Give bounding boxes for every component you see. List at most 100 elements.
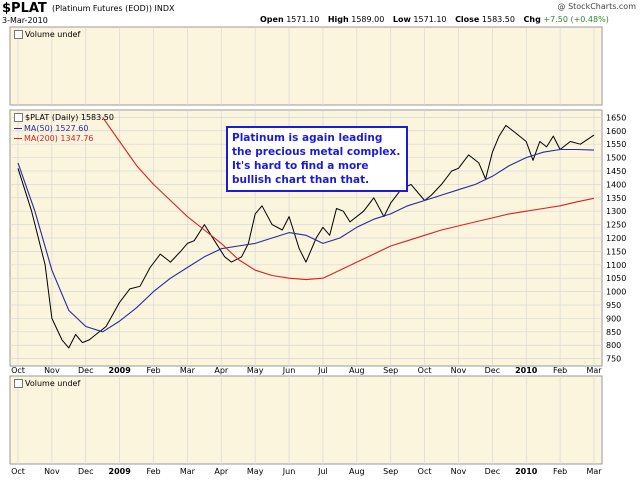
close-value: 1583.50 bbox=[481, 15, 515, 24]
legend-ma200: MA(200) 1347.76 bbox=[14, 134, 94, 143]
x-tick-label: Sep bbox=[383, 366, 398, 375]
y-tick-label: 1200 bbox=[606, 234, 626, 243]
chg-value: +7.50 (+0.48%) bbox=[543, 15, 609, 24]
x-tick-label: 2010 bbox=[515, 366, 538, 375]
close-label: Close bbox=[455, 15, 480, 24]
y-tick-label: 950 bbox=[606, 301, 621, 310]
legend-ma50-text: MA(50) 1527.60 bbox=[24, 124, 89, 133]
y-axis-ticks: 750 800 850 900 950 1000 1050 1100 1150 1200 1250 1… bbox=[606, 113, 626, 363]
x-tick-label: Oct bbox=[11, 467, 25, 476]
x-tick-label: Mar bbox=[586, 366, 602, 375]
x-tick-label: Aug bbox=[349, 366, 365, 375]
low-value: 1571.10 bbox=[413, 15, 447, 24]
x-tick-label: Jul bbox=[317, 366, 328, 375]
x-tick-label: Jul bbox=[317, 467, 328, 476]
y-tick-label: 900 bbox=[606, 314, 621, 323]
high-label: High bbox=[327, 15, 349, 24]
low-label: Low bbox=[392, 15, 411, 24]
y-tick-label: 1400 bbox=[606, 180, 626, 189]
annotation-line: bullish chart than that. bbox=[232, 174, 370, 186]
y-tick-label: 800 bbox=[606, 341, 621, 350]
chart-date: 3-Mar-2010 bbox=[2, 16, 48, 25]
x-tick-label: Dec bbox=[485, 366, 500, 375]
x-tick-label: Oct bbox=[11, 366, 25, 375]
grid-lines bbox=[10, 27, 602, 464]
y-tick-label: 1150 bbox=[606, 247, 626, 256]
high-value: 1589.00 bbox=[351, 15, 385, 24]
x-tick-label: Feb bbox=[146, 366, 160, 375]
x-tick-label: Nov bbox=[44, 366, 60, 375]
open-value: 1571.10 bbox=[286, 15, 320, 24]
instrument-name: (Platinum Futures (EOD)) INDX bbox=[52, 4, 175, 13]
x-tick-label: Aug bbox=[349, 467, 365, 476]
panel-swatch-icon bbox=[14, 30, 23, 39]
x-tick-label: Sep bbox=[383, 467, 398, 476]
y-tick-label: 1050 bbox=[606, 274, 626, 283]
y-tick-label: 1100 bbox=[606, 261, 626, 270]
x-tick-label: Oct bbox=[418, 467, 432, 476]
annotation-line: Platinum is again leading bbox=[232, 132, 383, 144]
x-tick-label: Apr bbox=[214, 467, 229, 476]
x-tick-label: Mar bbox=[180, 366, 196, 375]
bottom-volume-panel bbox=[9, 375, 603, 465]
stockcharts-logo: @ StockCharts.com bbox=[557, 2, 636, 11]
ma200-line-icon bbox=[14, 138, 22, 139]
y-tick-label: 1550 bbox=[606, 140, 626, 149]
x-tick-label: 2009 bbox=[109, 366, 132, 375]
x-tick-label: Feb bbox=[146, 467, 160, 476]
y-tick-label: 1500 bbox=[606, 154, 626, 163]
chg-label: Chg bbox=[523, 15, 541, 24]
x-axis-labels-main: Oct Nov Dec 2009 Feb Mar Apr May Jun Jul Aug Sep Oct… bbox=[11, 366, 602, 375]
legend-price-text: $PLAT (Daily) 1583.50 bbox=[25, 113, 114, 122]
x-tick-label: May bbox=[247, 467, 264, 476]
top-volume-panel bbox=[9, 26, 603, 106]
x-tick-label: Apr bbox=[214, 366, 229, 375]
x-tick-label: Oct bbox=[418, 366, 432, 375]
open-label: Open bbox=[260, 15, 284, 24]
x-tick-label: Jun bbox=[282, 366, 296, 375]
x-tick-label: Nov bbox=[451, 366, 467, 375]
top-panel-label-text: Volume undef bbox=[25, 30, 81, 39]
x-axis-labels-bottom: Oct Nov Dec 2009 Feb Mar Apr May Jun Jul Aug Sep Oct… bbox=[11, 467, 602, 476]
top-panel-label: Volume undef bbox=[14, 30, 80, 39]
x-tick-label: Feb bbox=[553, 366, 567, 375]
x-tick-label: Dec bbox=[485, 467, 500, 476]
y-tick-label: 1600 bbox=[606, 127, 626, 136]
y-tick-label: 1000 bbox=[606, 288, 626, 297]
ma50-line-icon bbox=[14, 128, 22, 129]
bottom-panel-label-text: Volume undef bbox=[25, 379, 81, 388]
annotation-box: Platinum is again leading the precious m… bbox=[226, 126, 408, 192]
bottom-panel-label: Volume undef bbox=[14, 379, 80, 388]
series-group bbox=[17, 117, 595, 349]
legend-ma50: MA(50) 1527.60 bbox=[14, 124, 88, 133]
y-tick-label: 1300 bbox=[606, 207, 626, 216]
x-tick-label: Mar bbox=[586, 467, 602, 476]
ma200-series-line bbox=[102, 117, 595, 281]
x-tick-label: Jun bbox=[282, 467, 296, 476]
x-tick-label: 2010 bbox=[515, 467, 538, 476]
x-tick-label: Nov bbox=[44, 467, 60, 476]
quote-bar: Open 1571.10 High 1589.00 Low 1571.10 Cl… bbox=[260, 15, 615, 24]
y-tick-label: 1450 bbox=[606, 167, 626, 176]
ma50-series-line bbox=[17, 148, 595, 333]
x-tick-label: May bbox=[247, 366, 264, 375]
y-tick-label: 1350 bbox=[606, 194, 626, 203]
y-tick-label: 1250 bbox=[606, 221, 626, 230]
annotation-line: It's hard to find a more bbox=[232, 160, 369, 172]
symbol-title: $PLAT bbox=[2, 1, 47, 16]
x-tick-label: 2009 bbox=[109, 467, 132, 476]
price-series-line bbox=[17, 124, 595, 349]
x-tick-label: Feb bbox=[553, 467, 567, 476]
annotation-line: the precious metal complex. bbox=[232, 146, 401, 158]
y-tick-label: 750 bbox=[606, 355, 621, 364]
x-tick-label: Mar bbox=[180, 467, 196, 476]
y-tick-label: 1650 bbox=[606, 113, 626, 122]
legend-ma200-text: MA(200) 1347.76 bbox=[24, 134, 94, 143]
x-tick-label: Dec bbox=[78, 467, 93, 476]
legend-price: $PLAT (Daily) 1583.50 bbox=[14, 113, 114, 122]
panel-swatch-icon bbox=[14, 113, 23, 122]
x-tick-label: Dec bbox=[78, 366, 93, 375]
y-tick-label: 850 bbox=[606, 328, 621, 337]
panel-swatch-icon bbox=[14, 379, 23, 388]
